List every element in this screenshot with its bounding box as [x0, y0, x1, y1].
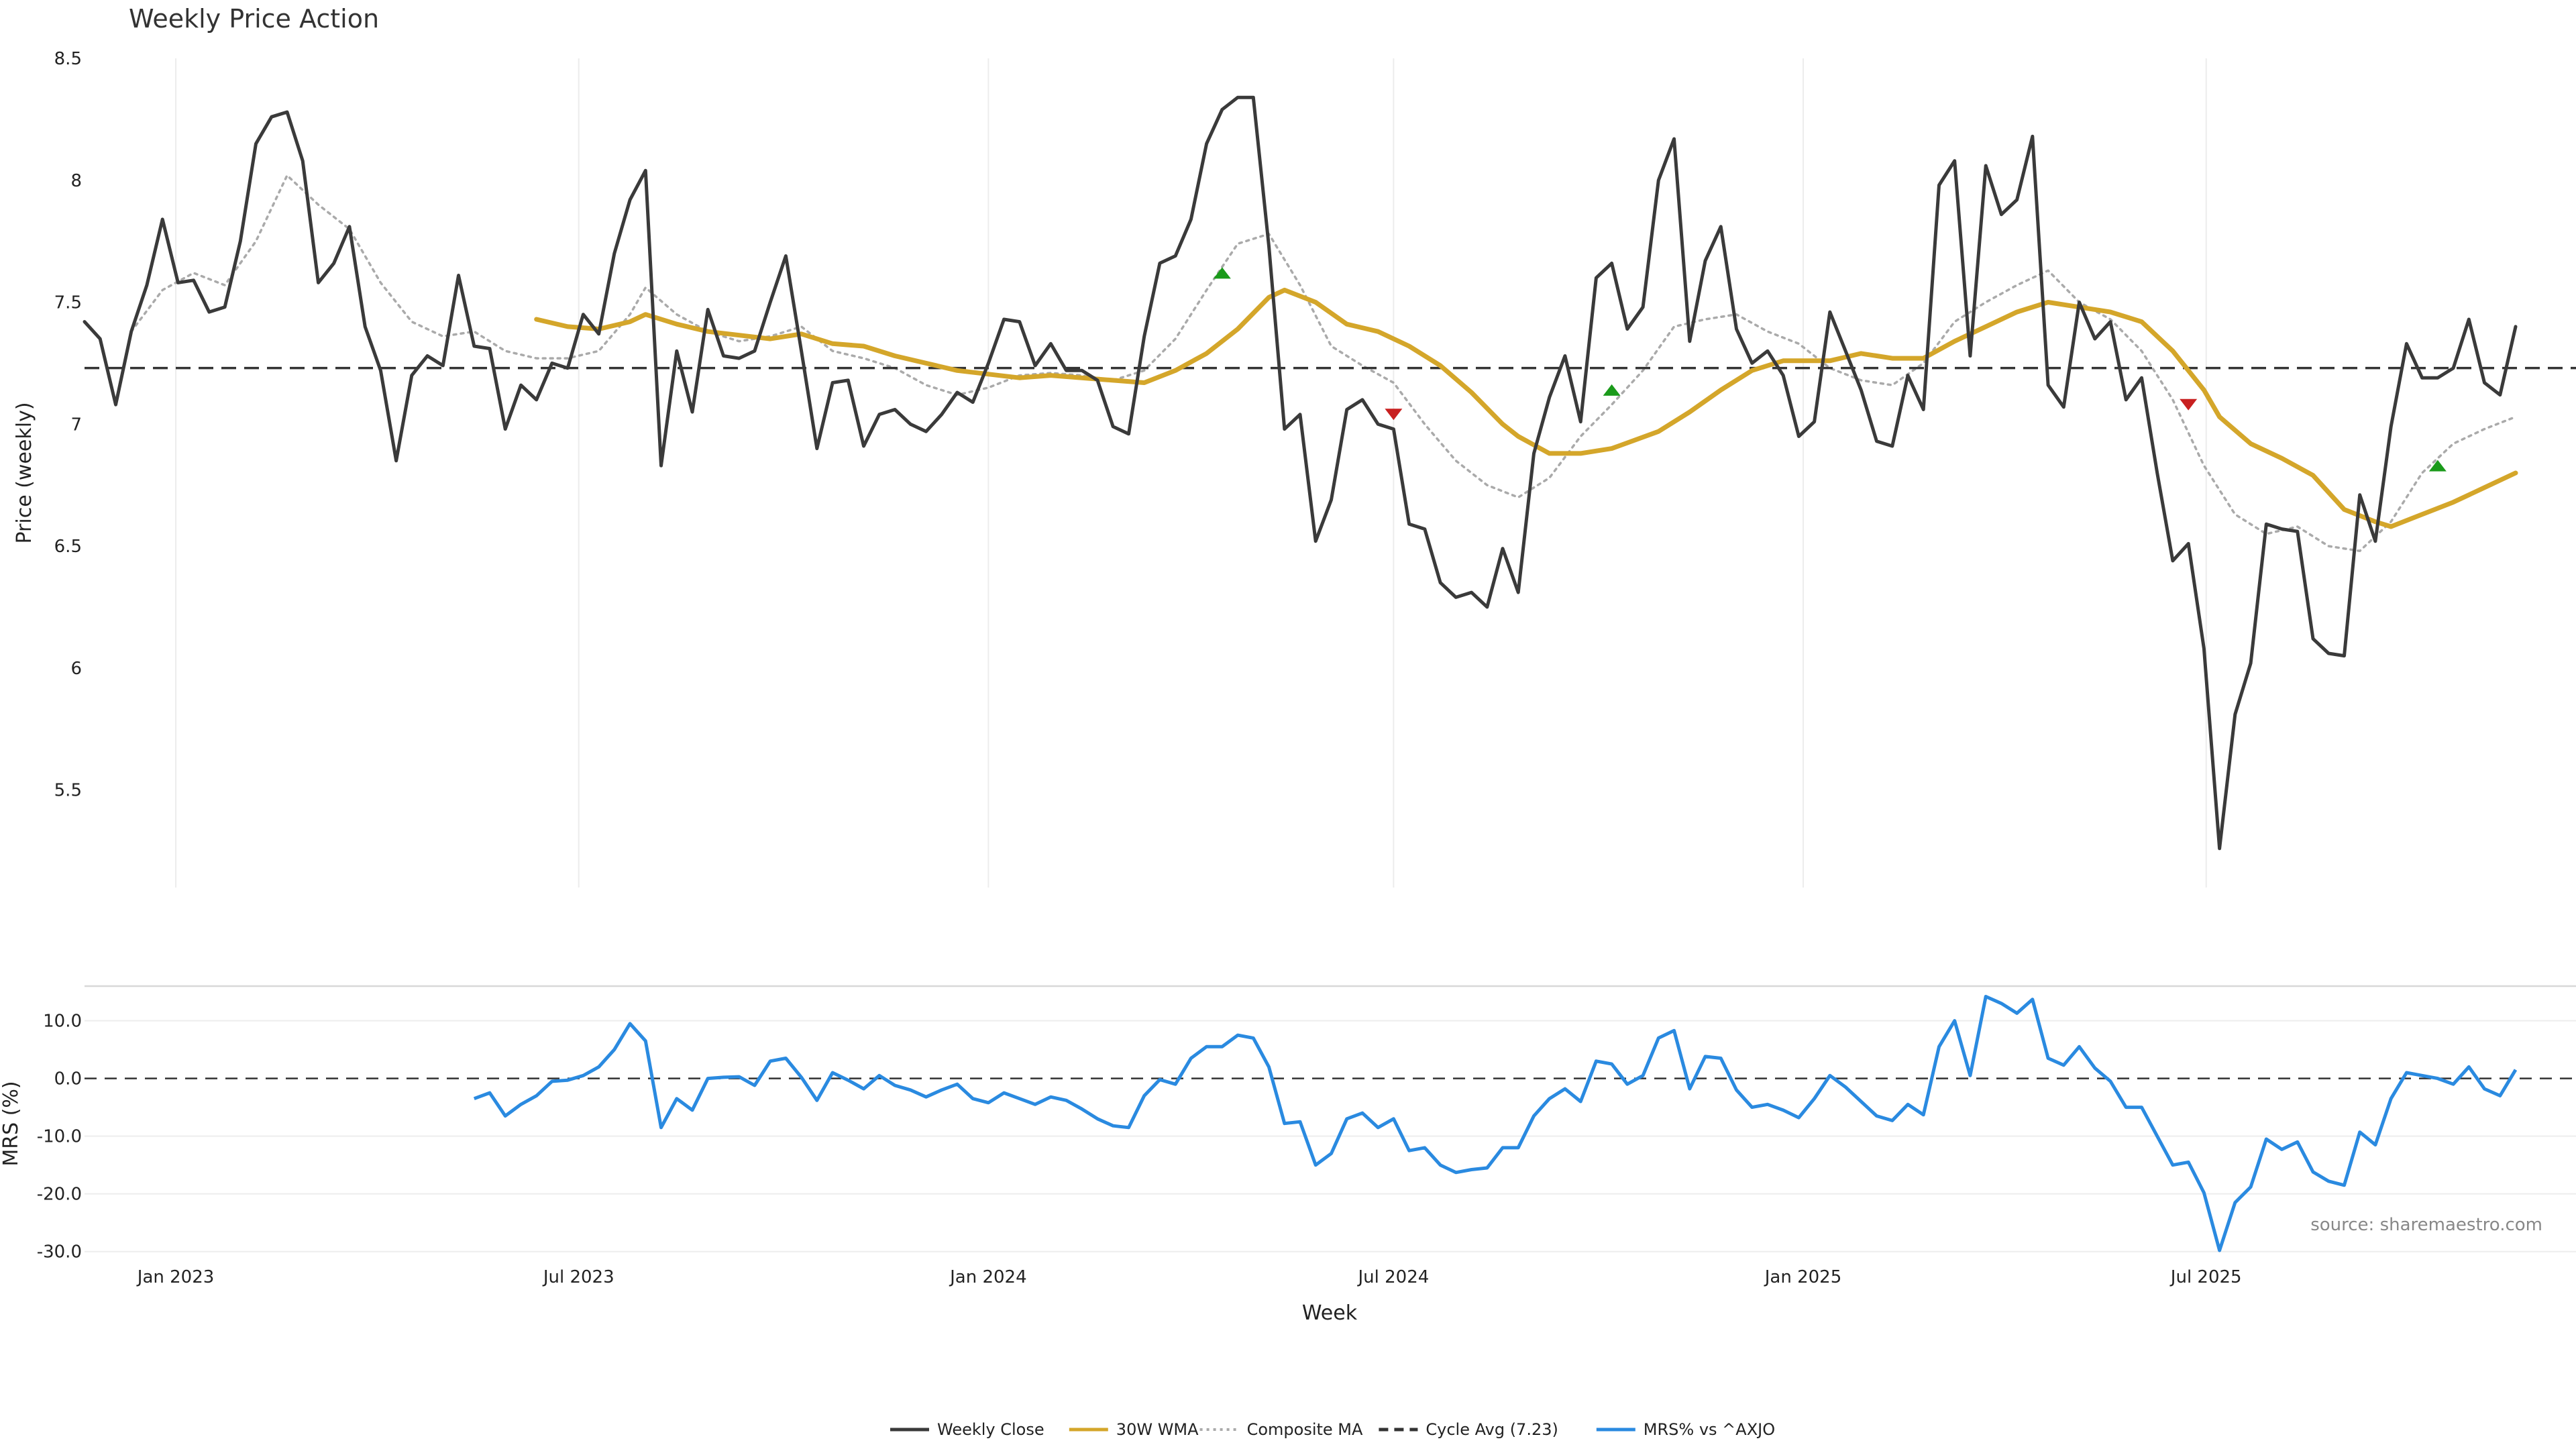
x-tick-label: Jan 2025: [1764, 1267, 1842, 1287]
mrs-y-tick-label: -20.0: [37, 1185, 82, 1205]
legend-item-mrs-vs-axjo: MRS% vs ^AXJO: [1596, 1420, 1775, 1439]
price-y-tick-label: 8.5: [54, 49, 82, 69]
price-y-tick-label: 8: [70, 171, 82, 191]
composite-ma-line: [129, 174, 2517, 553]
price-y-tick-label: 6: [70, 659, 82, 679]
mrs-panel: MRS (%) -30.0 -20.0 -10.0 0.0 10.0 source: s…: [0, 985, 2576, 1325]
signal-marker-down: [1385, 409, 1403, 421]
chart-title: Weekly Price Action: [129, 4, 379, 34]
mrs-y-tick-label: -10.0: [37, 1127, 82, 1147]
mrs-grid: [85, 985, 2576, 1252]
mrs-axis-title: MRS (%): [0, 1081, 23, 1166]
x-axis: Jan 2023 Jul 2023 Jan 2024 Jul 2024 Jan 2025…: [136, 1267, 2242, 1287]
x-tick-label: Jan 2024: [949, 1267, 1027, 1287]
x-tick-label: Jan 2023: [136, 1267, 215, 1287]
legend-item-30w-wma: 30W WMA: [1069, 1420, 1199, 1439]
source-note: source: sharemaestro.com: [2310, 1215, 2542, 1235]
price-y-axis: 5.5 6 6.5 7 7.5 8 8.5: [54, 49, 82, 801]
legend-item-composite-ma: Composite MA: [1199, 1420, 1363, 1439]
price-y-tick-label: 7.5: [54, 293, 82, 313]
price-series: [83, 95, 2576, 851]
weekly-close-line: [83, 95, 2518, 851]
price-grid: [175, 58, 2207, 888]
price-y-tick-label: 5.5: [54, 781, 82, 801]
legend-label: 30W WMA: [1116, 1420, 1199, 1439]
legend-label: Composite MA: [1247, 1420, 1363, 1439]
signal-marker-up: [1213, 267, 1231, 279]
price-y-tick-label: 6.5: [54, 537, 82, 557]
legend-item-cycle-avg-7-23: Cycle Avg (7.23): [1379, 1420, 1558, 1439]
x-tick-label: Jul 2024: [1356, 1267, 1429, 1287]
mrs-y-tick-label: -30.0: [37, 1242, 82, 1263]
legend-label: Weekly Close: [937, 1420, 1044, 1439]
price-y-tick-label: 7: [70, 415, 82, 435]
x-axis-title: Week: [1302, 1301, 1358, 1325]
mrs-series: [473, 995, 2518, 1252]
mrs-line: [473, 995, 2518, 1252]
legend-label: MRS% vs ^AXJO: [1644, 1420, 1775, 1439]
x-tick-label: Jul 2023: [542, 1267, 614, 1287]
30w-wma-line: [534, 287, 2518, 529]
signal-marker-down: [2180, 398, 2198, 411]
legend-label: Cycle Avg (7.23): [1426, 1420, 1558, 1439]
signal-marker-up: [1603, 384, 1621, 396]
mrs-y-tick-label: 10.0: [43, 1012, 82, 1032]
x-tick-label: Jul 2025: [2169, 1267, 2242, 1287]
price-axis-title: Price (weekly): [13, 402, 36, 543]
signal-markers: [1213, 267, 2447, 472]
price-panel: Weekly Price Action Price (weekly) 5.5 6 6…: [13, 4, 2576, 888]
mrs-y-tick-label: 0.0: [54, 1069, 82, 1089]
mrs-y-axis: -30.0 -20.0 -10.0 0.0 10.0: [37, 1012, 82, 1263]
legend: Weekly Close 30W WMA Composite MA Cycle Avg…: [890, 1420, 1775, 1439]
legend-item-weekly-close: Weekly Close: [890, 1420, 1044, 1439]
signal-marker-up: [2428, 460, 2447, 472]
